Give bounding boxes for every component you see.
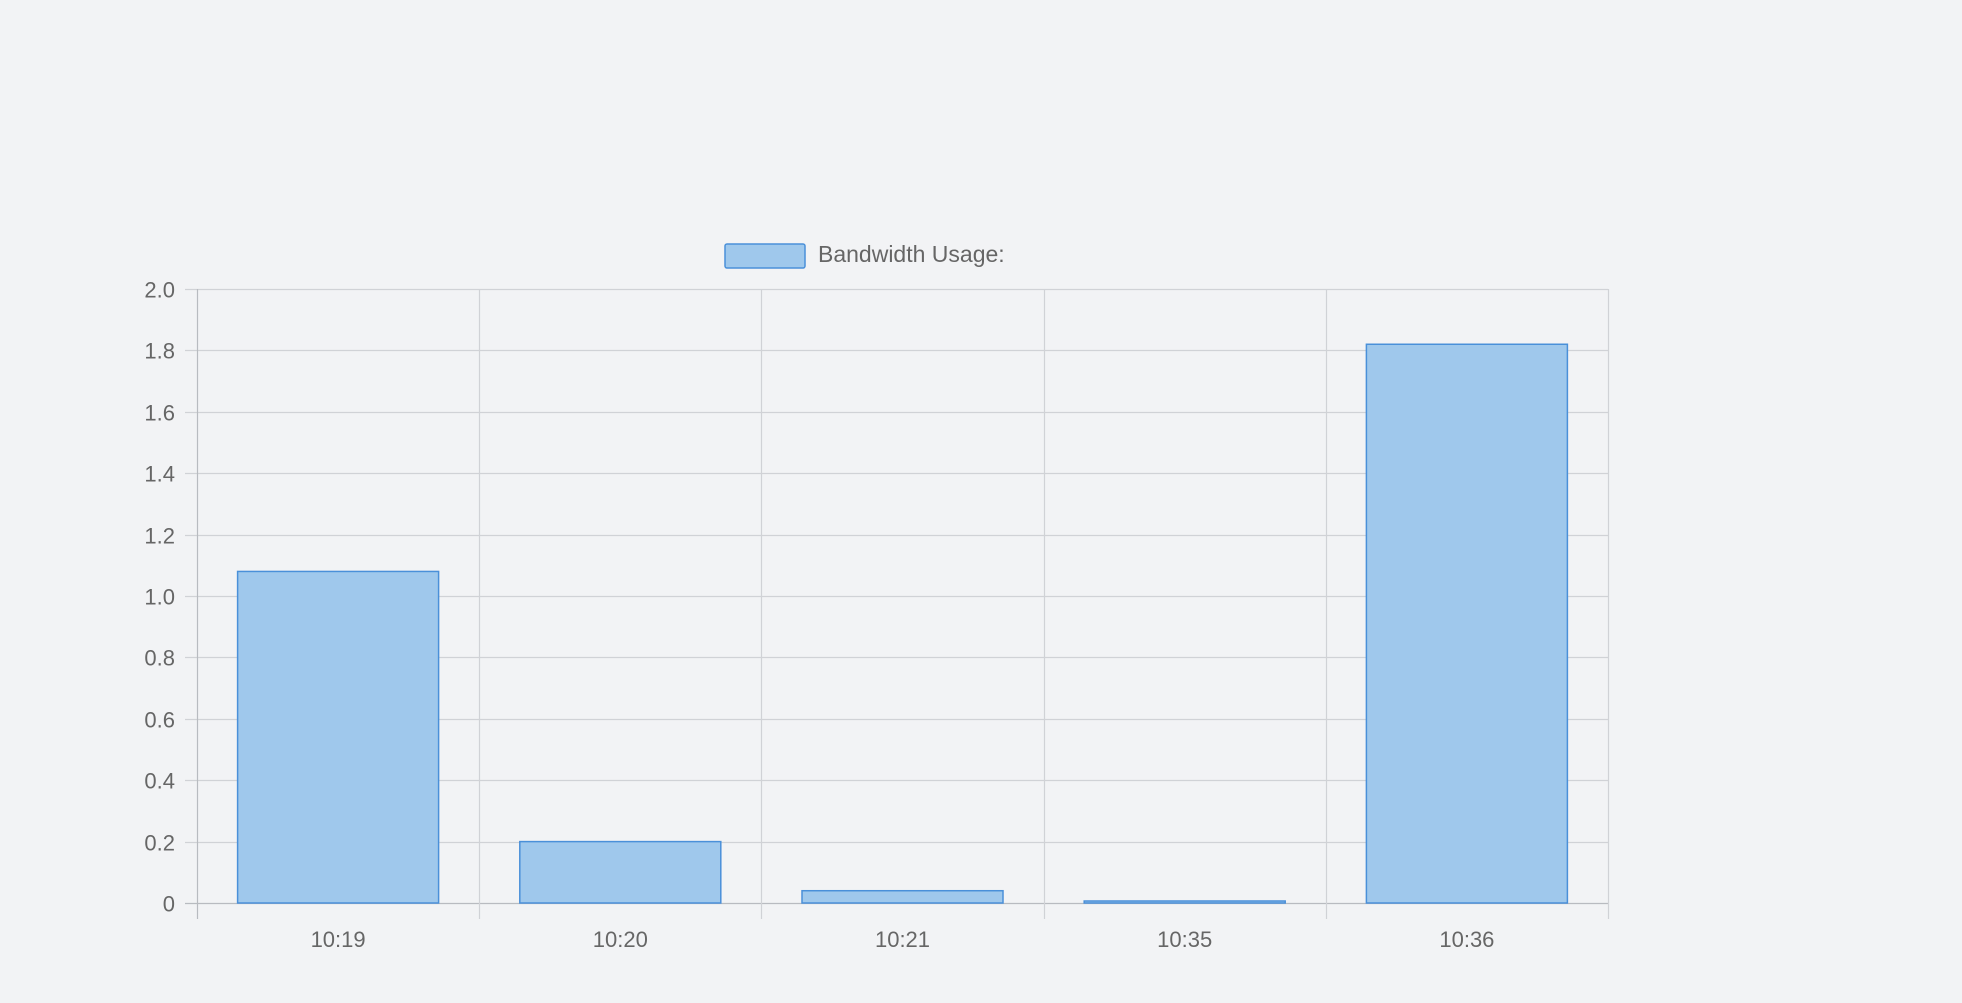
x-tick-label: 10:21: [875, 927, 930, 952]
legend-swatch[interactable]: [725, 244, 805, 268]
y-tick-label: 1.6: [144, 401, 175, 426]
y-tick-label: 0.6: [144, 708, 175, 733]
y-tick-label: 0.4: [144, 769, 175, 794]
y-tick-label: 1.0: [144, 585, 175, 610]
y-tick-label: 0: [163, 892, 175, 917]
bar-1020[interactable]: [520, 842, 721, 903]
y-tick-label: 1.8: [144, 339, 175, 364]
y-tick-label: 1.2: [144, 524, 175, 549]
legend[interactable]: Bandwidth Usage:: [725, 241, 1005, 268]
y-tick-label: 0.8: [144, 646, 175, 671]
legend-label[interactable]: Bandwidth Usage:: [818, 241, 1005, 267]
bar-1036[interactable]: [1366, 344, 1567, 903]
x-tick-label: 10:35: [1157, 927, 1212, 952]
bar-1019[interactable]: [238, 571, 439, 903]
x-tick-label: 10:36: [1439, 927, 1494, 952]
bars-layer: [238, 344, 1568, 903]
bar-1021[interactable]: [802, 891, 1003, 903]
x-tick-label: 10:20: [593, 927, 648, 952]
y-tick-label: 2.0: [144, 278, 175, 303]
y-tick-label: 1.4: [144, 462, 175, 487]
y-tick-label: 0.2: [144, 831, 175, 856]
x-tick-label: 10:19: [311, 927, 366, 952]
bar-1035[interactable]: [1084, 901, 1285, 903]
